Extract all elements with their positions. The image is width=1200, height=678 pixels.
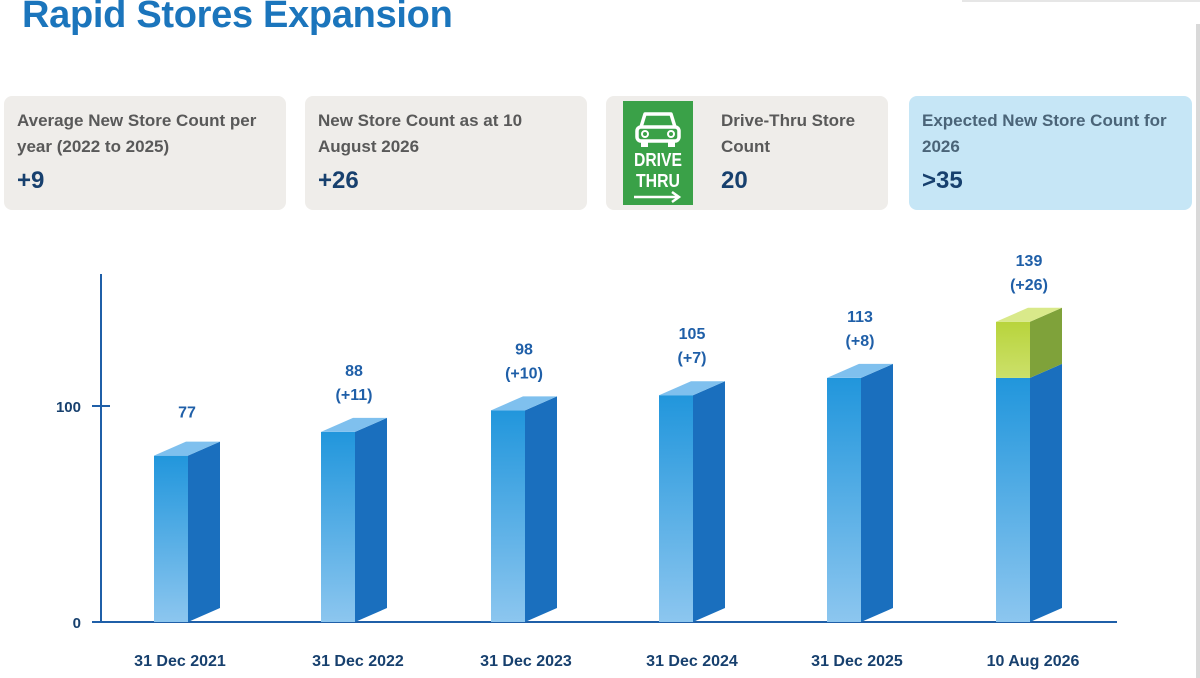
bar xyxy=(659,381,725,622)
stat-card-average-new-stores: Average New Store Count per year (2022 t… xyxy=(4,96,286,210)
drive-thru-icon-text: DRIVE xyxy=(634,150,682,170)
data-label-total: 77 xyxy=(178,405,196,422)
data-label-increment: (+26) xyxy=(1010,277,1048,294)
data-label-total: 88 xyxy=(345,363,363,380)
stat-card-value: >35 xyxy=(922,167,963,194)
stat-card-label: New Store Count as at 10 August 2026 xyxy=(318,111,523,156)
stat-card-new-stores-august: New Store Count as at 10 August 2026 +26 xyxy=(305,96,587,210)
stat-card-value: 20 xyxy=(721,167,748,194)
x-tick-label: 31 Dec 2021 xyxy=(134,653,226,670)
stat-card-label: Average New Store Count per year (2022 t… xyxy=(17,111,257,156)
x-tick-label: 31 Dec 2025 xyxy=(811,653,903,670)
bar xyxy=(154,441,220,622)
stat-card-label: Drive-Thru Store Count xyxy=(721,111,856,156)
x-tick-label: 31 Dec 2023 xyxy=(480,653,572,670)
bar xyxy=(996,363,1062,622)
right-edge-divider xyxy=(1196,24,1200,678)
data-label-increment: (+8) xyxy=(846,333,875,350)
store-count-chart: 0 100 77 31 Dec 2021 (+11) 88 31 Dec 2022 (+10)… xyxy=(56,253,1117,670)
x-tick-label: 31 Dec 2022 xyxy=(312,653,404,670)
data-label-total: 105 xyxy=(679,326,706,343)
stat-card-value: +26 xyxy=(318,167,359,194)
data-label-increment: (+7) xyxy=(678,350,707,367)
data-label-total: 139 xyxy=(1016,253,1043,270)
data-label-increment: (+11) xyxy=(336,387,373,404)
bar xyxy=(321,417,387,622)
y-tick-label: 0 xyxy=(73,615,81,632)
stat-card-value: +9 xyxy=(17,167,45,194)
stat-card-expected-2026: Expected New Store Count for 2026 >35 xyxy=(909,96,1192,210)
data-label-increment: (+10) xyxy=(505,365,543,382)
page-title: Rapid Stores Expansion xyxy=(22,0,453,36)
bar xyxy=(491,396,557,622)
drive-thru-icon-text: THRU xyxy=(636,171,680,191)
top-divider xyxy=(962,0,1200,2)
stat-card-label: Expected New Store Count for 2026 xyxy=(922,111,1167,156)
stat-card-drive-thru: DRIVE THRU Drive-Thru Store Count 20 xyxy=(606,96,888,210)
bar-increment xyxy=(996,307,1062,378)
x-tick-label: 31 Dec 2024 xyxy=(646,653,738,670)
drive-thru-icon: DRIVE THRU xyxy=(623,101,693,205)
x-tick-label: 10 Aug 2026 xyxy=(987,653,1080,670)
data-label-total: 113 xyxy=(847,309,873,326)
data-label-total: 98 xyxy=(515,341,533,358)
bar xyxy=(827,363,893,622)
y-tick-label: 100 xyxy=(56,399,81,416)
